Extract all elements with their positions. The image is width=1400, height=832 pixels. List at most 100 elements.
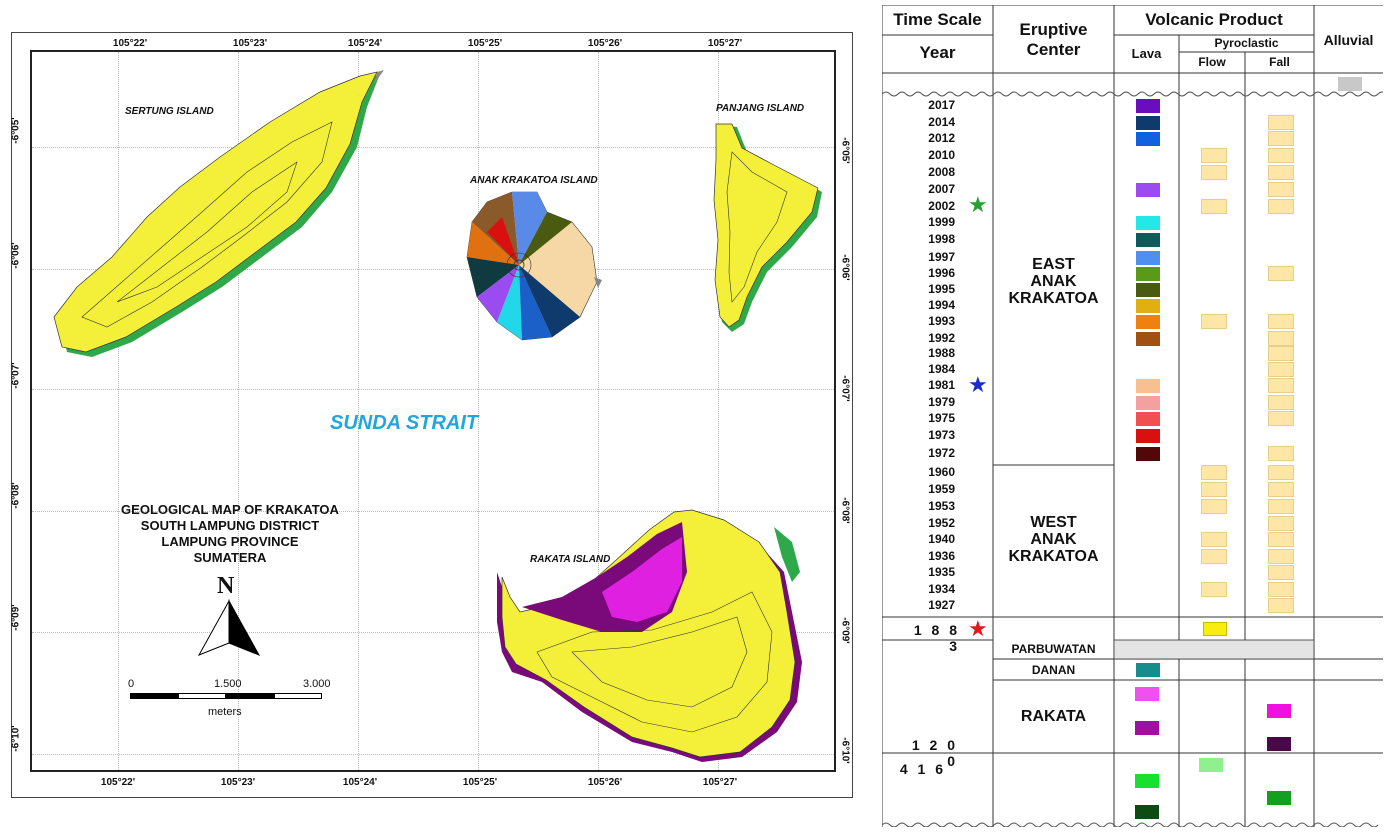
pyroclastic-fall-swatch: [1268, 182, 1294, 197]
pyroclastic-fall-swatch: [1268, 395, 1294, 410]
header-lava: Lava: [1131, 46, 1162, 61]
year-label: 1996: [928, 266, 955, 280]
scale-bar: 0 1.500 3.000 meters: [128, 678, 331, 718]
pyroclastic-fall-swatch: [1268, 331, 1294, 346]
grid-line: [478, 52, 479, 770]
label-panjang-island: PANJANG ISLAND: [716, 103, 805, 114]
lat-label-right: -6°06': [839, 254, 851, 281]
geologic-map-frame: [11, 32, 853, 798]
lon-label-bottom: 105°23': [220, 777, 256, 788]
island-shapes: [53, 70, 822, 762]
lava-swatch: [1136, 183, 1160, 197]
lava-swatch: [1136, 299, 1160, 313]
lava-swatch: [1136, 447, 1160, 461]
pyroclastic-fall-swatch: [1268, 362, 1294, 377]
star-icon-2002: ★: [968, 192, 988, 217]
pyroclastic-flow-swatch: [1201, 148, 1227, 163]
lava-swatch: [1136, 429, 1160, 443]
year-label: 1995: [928, 282, 955, 296]
lava-swatch: [1136, 251, 1160, 265]
center-line: WEST: [1030, 514, 1077, 531]
lon-label-bottom: 105°22': [100, 777, 136, 788]
pyroclastic-fall-swatch: [1268, 582, 1294, 597]
center-west-anak-krakatoa: WEST ANAK KRAKATOA: [993, 514, 1114, 565]
center-line: ANAK: [1030, 531, 1077, 548]
year-label: 1984: [928, 362, 955, 376]
label-anak-krakatoa-island: ANAK KRAKATOA ISLAND: [470, 175, 598, 186]
center-line: KRAKATOA: [1008, 290, 1099, 307]
header-year: Year: [919, 43, 956, 62]
grid-line: [32, 632, 834, 633]
year-label: 1934: [928, 582, 955, 596]
pyroclastic-flow-swatch: [1201, 199, 1227, 214]
scale-tick: 3.000: [303, 678, 331, 690]
lon-label-bottom: 105°27': [702, 777, 738, 788]
header-flow: Flow: [1198, 55, 1226, 69]
year-label: 1993: [928, 314, 955, 328]
pyroclastic-flow-swatch: [1201, 532, 1227, 547]
year-label: 2008: [928, 165, 955, 179]
grid-line: [32, 389, 834, 390]
header-alluvial: Alluvial: [1323, 32, 1374, 48]
anak-krakatoa-shape: [466, 191, 602, 341]
lava-swatch: [1136, 396, 1160, 410]
pyroclastic-fall-swatch: [1268, 465, 1294, 480]
lava-swatch: [1136, 99, 1160, 113]
pyroclastic-flow-swatch: [1201, 482, 1227, 497]
pyroclastic-flow-swatch-416: [1199, 758, 1223, 772]
pyroclastic-flow-swatch: [1201, 582, 1227, 597]
lon-label-top: 105°24': [347, 38, 383, 49]
map-title-line: SOUTH LAMPUNG DISTRICT: [140, 518, 320, 533]
grid-line: [32, 269, 834, 270]
lava-swatch: [1136, 216, 1160, 230]
lon-label-bottom: 105°24': [342, 777, 378, 788]
lat-label-right: -6°05': [839, 137, 851, 164]
scale-tick: 1.500: [214, 678, 242, 690]
grid-line: [118, 52, 119, 770]
header-fall: Fall: [1269, 55, 1290, 69]
year-label: 1936: [928, 549, 955, 563]
year-label: 1975: [928, 411, 955, 425]
header-eruptive-center: Eruptive Center: [993, 20, 1114, 60]
year-label: 1959: [928, 482, 955, 496]
label-sertung-island: SERTUNG ISLAND: [125, 106, 214, 117]
lat-label-left: -6°08': [10, 482, 22, 509]
lava-swatch: [1136, 412, 1160, 426]
header-volcanic-product: Volcanic Product: [1145, 10, 1283, 29]
year-label: 2007: [928, 182, 955, 196]
star-icon-1883: ★: [968, 616, 988, 641]
lat-label-left: -6°10': [10, 725, 22, 752]
year-label: 1988: [928, 346, 955, 360]
pyroclastic-fall-swatch: [1268, 499, 1294, 514]
pyroclastic-fall-swatch: [1268, 378, 1294, 393]
pyroclastic-fall-swatch: [1268, 446, 1294, 461]
grid-line: [718, 52, 719, 770]
year-label: 2010: [928, 148, 955, 162]
year-label: 1992: [928, 331, 955, 345]
pyroclastic-fall-swatch-rakata: [1267, 737, 1291, 751]
pyroclastic-flow-swatch: [1201, 314, 1227, 329]
year-label: 1927: [928, 598, 955, 612]
year-label: 1940: [928, 532, 955, 546]
lava-swatch-416: [1135, 805, 1159, 819]
lava-swatch: [1136, 233, 1160, 247]
pyroclastic-flow-swatch-1883: [1203, 622, 1227, 636]
pyroclastic-fall-swatch: [1268, 549, 1294, 564]
star-icon-1981: ★: [968, 372, 988, 397]
parbuwatan-band: [1113, 639, 1315, 660]
center-east-anak-krakatoa: EAST ANAK KRAKATOA: [993, 256, 1114, 307]
pyroclastic-flow-swatch: [1201, 499, 1227, 514]
header-eruptive-center-text: Eruptive Center: [1019, 20, 1088, 59]
year-label: 2002: [928, 199, 955, 213]
map-title-line: SUMATERA: [193, 550, 267, 565]
label-rakata-island: RAKATA ISLAND: [530, 554, 611, 565]
lava-swatch-416: [1135, 774, 1159, 788]
pyroclastic-fall-swatch-416: [1267, 791, 1291, 805]
lon-label-top: 105°25': [467, 38, 503, 49]
map-title-line: GEOLOGICAL MAP OF KRAKATOA: [121, 502, 339, 517]
pyroclastic-fall-swatch: [1268, 131, 1294, 146]
header-time-scale: Time Scale: [893, 10, 982, 29]
north-label: N: [217, 573, 235, 599]
year-label: 1935: [928, 565, 955, 579]
pyroclastic-fall-swatch: [1268, 482, 1294, 497]
